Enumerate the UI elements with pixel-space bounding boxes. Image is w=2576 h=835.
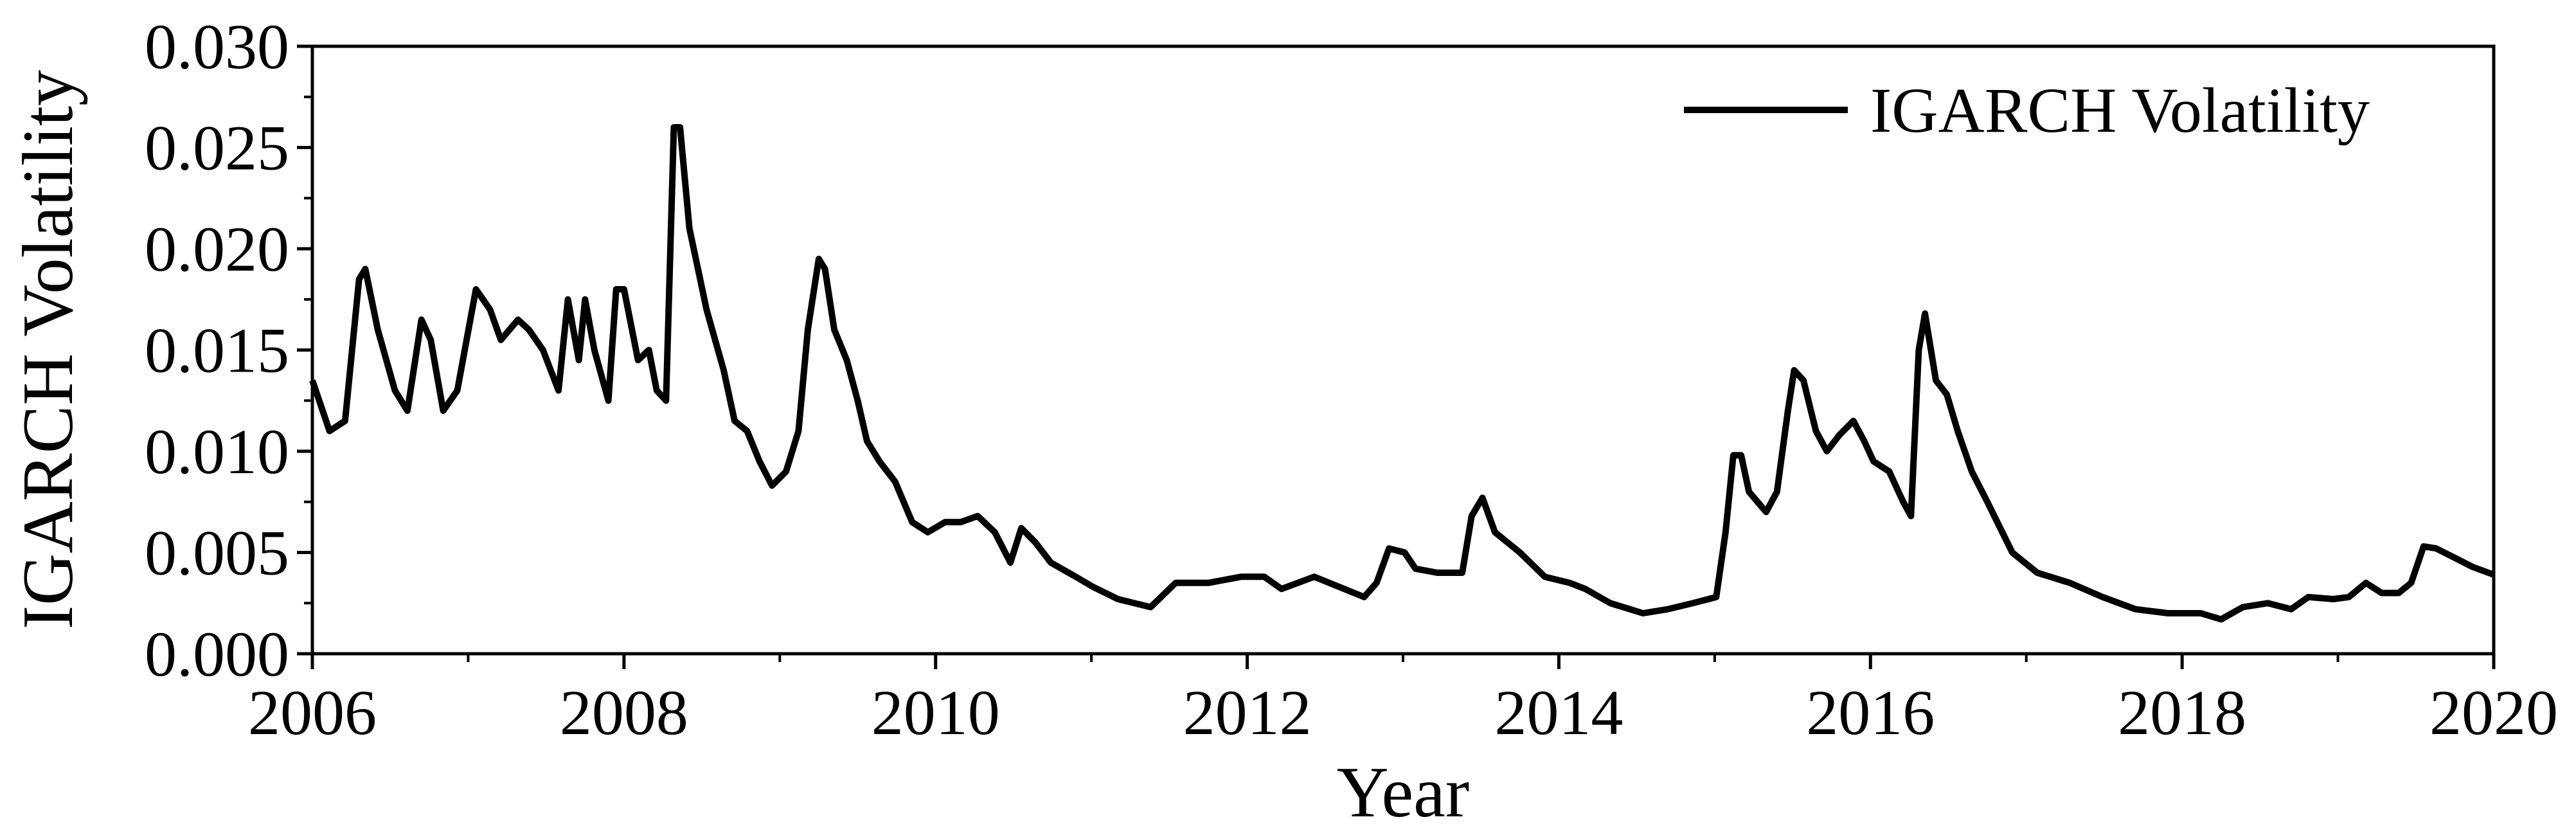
- y-tick-label: 0.030: [145, 11, 289, 82]
- x-tick-label: 2006: [248, 677, 377, 748]
- x-tick-label: 2016: [1806, 677, 1935, 748]
- y-tick-label: 0.025: [145, 112, 289, 184]
- x-tick-label: 2020: [2429, 677, 2558, 748]
- x-tick-label: 2018: [2118, 677, 2246, 748]
- y-tick-label: 0.015: [145, 315, 289, 386]
- x-tick-label: 2014: [1494, 677, 1623, 748]
- data-line: [309, 124, 2495, 623]
- legend-label: IGARCH Volatility: [1870, 75, 2370, 146]
- y-tick-label: 0.020: [145, 213, 289, 285]
- y-tick-label: 0.005: [145, 517, 289, 589]
- y-tick-label: 0.010: [145, 416, 289, 487]
- x-axis-title: Year: [1337, 753, 1469, 832]
- y-axis-title: IGARCH Volatility: [8, 70, 88, 629]
- y-tick-label: 0.000: [145, 618, 289, 690]
- x-tick-label: 2010: [872, 677, 1000, 748]
- x-tick-label: 2012: [1183, 677, 1312, 748]
- x-tick-label: 2008: [560, 677, 688, 748]
